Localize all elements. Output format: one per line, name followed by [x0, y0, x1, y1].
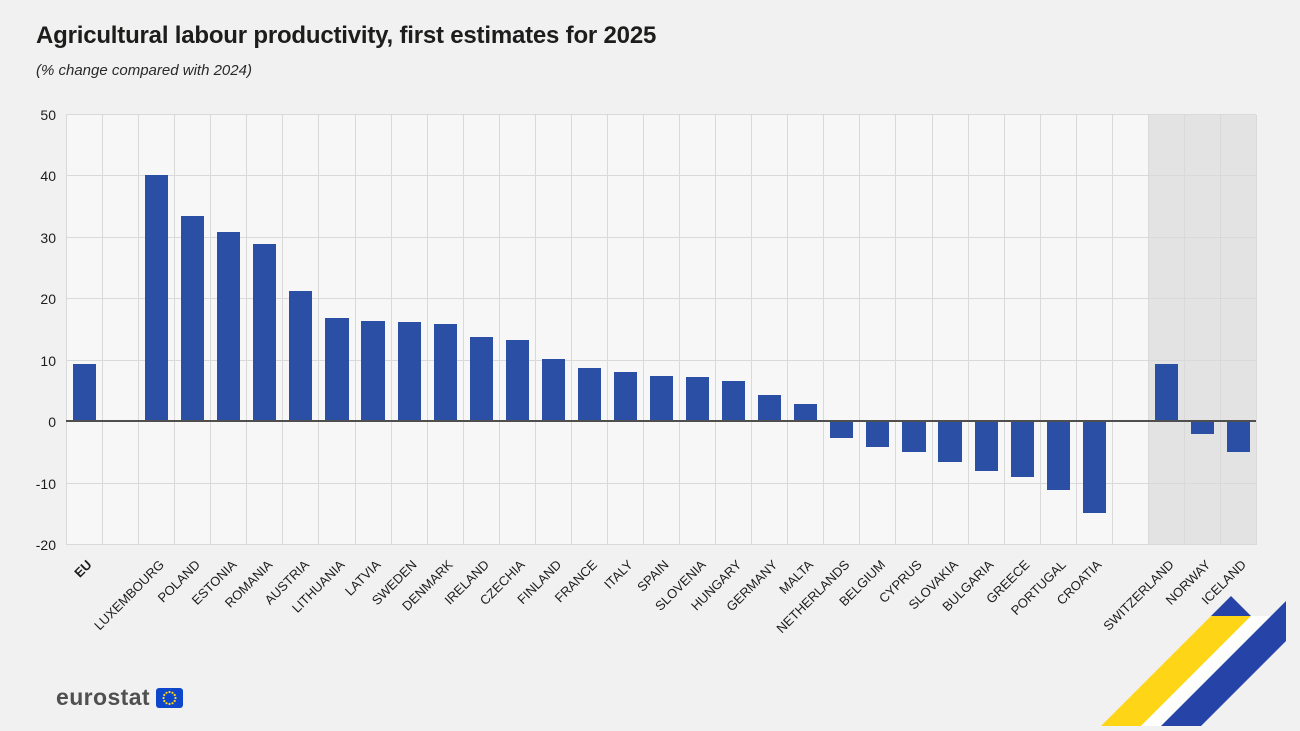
- bar-spain: [649, 376, 674, 423]
- eurostat-logo: eurostat: [56, 684, 183, 711]
- spacer-column: [1111, 115, 1148, 545]
- gridline-h: [66, 298, 1256, 300]
- bar-ireland: [469, 337, 493, 423]
- gridline-h: [66, 482, 1256, 484]
- bar-greece: [1010, 422, 1034, 477]
- column-romania: ROMANIA: [222, 115, 282, 611]
- bar-iceland: [1226, 422, 1251, 452]
- column-finland: FINLAND: [514, 115, 571, 607]
- y-tick-label: 0: [48, 414, 56, 431]
- chart-title: Agricultural labour productivity, first …: [36, 22, 657, 49]
- column-ireland: IRELAND: [441, 115, 499, 607]
- bar-portugal: [1046, 422, 1070, 490]
- bar-italy: [613, 372, 638, 423]
- column-czechia: CZECHIA: [477, 115, 535, 608]
- column-latvia: LATVIA: [342, 115, 391, 599]
- bar-norway: [1190, 422, 1215, 435]
- decorative-ribbon-graphic: [1101, 591, 1286, 731]
- column-denmark: DENMARK: [399, 115, 463, 614]
- column-france: FRANCE: [552, 115, 607, 605]
- gridline-h: [66, 236, 1256, 238]
- column-estonia: ESTONIA: [189, 115, 246, 608]
- gridline-h: [66, 544, 1256, 545]
- bar-sweden: [397, 322, 421, 423]
- column-slovenia: SLOVENIA: [652, 115, 715, 614]
- zero-line: [66, 420, 1256, 423]
- column-switzerland: SWITZERLAND: [1101, 115, 1184, 633]
- bar-germany: [758, 394, 782, 423]
- bar-belgium: [866, 422, 890, 447]
- bar-netherlands: [830, 422, 854, 438]
- bar-czechia: [505, 339, 529, 423]
- x-label-italy: ITALY: [601, 557, 637, 592]
- column-spain: SPAIN: [635, 115, 679, 595]
- bar-slovakia: [938, 422, 962, 463]
- y-axis: 50 40 30 20 10 0 -10 -20: [10, 107, 56, 553]
- column-sweden: SWEDEN: [369, 115, 427, 608]
- bar-finland: [541, 358, 565, 423]
- gridline-h: [66, 175, 1256, 177]
- column-eu: EU: [66, 115, 102, 580]
- bar-denmark: [433, 323, 457, 423]
- column-hungary: HUNGARY: [688, 115, 751, 613]
- y-tick-label: -10: [35, 475, 56, 492]
- plot-area: EU LUXEMBOURG POLAND ESTONIA ROMANIA AUSTRIA L…: [66, 114, 1257, 636]
- bar-croatia: [1082, 422, 1106, 514]
- bar-luxembourg: [145, 174, 169, 423]
- column-germany: GERMANY: [723, 115, 787, 614]
- y-tick-label: 40: [40, 168, 56, 185]
- column-belgium: BELGIUM: [837, 115, 895, 609]
- x-label-eu: EU: [71, 557, 96, 581]
- bar-estonia: [217, 231, 241, 423]
- chart-subtitle: (% change compared with 2024): [36, 62, 252, 79]
- bar-bulgaria: [974, 422, 998, 472]
- column-netherlands: NETHERLANDS: [773, 115, 859, 636]
- column-norway: NORWAY: [1162, 115, 1220, 608]
- bar-malta: [794, 403, 818, 423]
- bar-latvia: [361, 321, 385, 423]
- column-croatia: CROATIA: [1054, 115, 1112, 608]
- column-luxembourg: LUXEMBOURG: [91, 115, 174, 633]
- column-iceland: ICELAND: [1199, 115, 1257, 607]
- bar-hungary: [722, 381, 746, 423]
- bar-austria: [289, 291, 313, 423]
- eu-flag-icon: [155, 687, 183, 708]
- spacer-column: [102, 115, 138, 545]
- column-greece: GREECE: [983, 115, 1040, 606]
- bar-cyprus: [902, 422, 926, 452]
- bar-eu: [72, 363, 97, 423]
- column-italy: ITALY: [601, 115, 643, 592]
- bar-slovenia: [686, 376, 710, 423]
- bar-lithuania: [325, 317, 349, 423]
- bar-chart: 50 40 30 20 10 0 -10 -20 EU LUXEMBOURG POLAND ESTO…: [36, 107, 1257, 636]
- bar-romania: [253, 244, 277, 423]
- y-tick-label: 20: [40, 291, 56, 308]
- column-malta: MALTA: [776, 115, 823, 597]
- y-tick-label: 50: [40, 107, 56, 123]
- column-poland: POLAND: [155, 115, 210, 605]
- bar-switzerland: [1154, 363, 1178, 423]
- y-tick-label: 30: [40, 229, 56, 246]
- y-tick-label: -20: [35, 537, 56, 553]
- column-slovakia: SLOVAKIA: [905, 115, 968, 612]
- column-lithuania: LITHUANIA: [289, 115, 354, 616]
- gridline-h: [66, 359, 1256, 361]
- column-austria: AUSTRIA: [261, 115, 318, 607]
- y-tick-label: 10: [40, 352, 56, 369]
- bar-poland: [181, 216, 205, 423]
- column-cyprus: CYPRUS: [876, 115, 931, 606]
- column-bulgaria: BULGARIA: [940, 115, 1004, 614]
- eurostat-logo-text: eurostat: [56, 684, 150, 710]
- column-portugal: PORTUGAL: [1008, 115, 1076, 618]
- gridline-h: [66, 114, 1256, 115]
- bar-france: [577, 367, 601, 423]
